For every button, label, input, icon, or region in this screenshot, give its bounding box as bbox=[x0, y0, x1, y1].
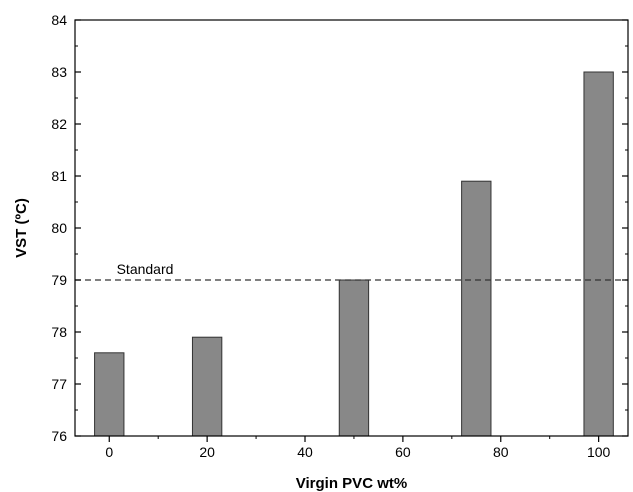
bars bbox=[94, 71, 614, 437]
x-tick-label-0: 0 bbox=[105, 444, 113, 460]
y-tick-label-76: 76 bbox=[51, 428, 67, 444]
y-tick-label-80: 80 bbox=[51, 220, 67, 236]
y-tick-label-78: 78 bbox=[51, 324, 67, 340]
y-tick-label-82: 82 bbox=[51, 116, 67, 132]
y-tick-label-84: 84 bbox=[51, 12, 67, 28]
y-tick-label-81: 81 bbox=[51, 168, 67, 184]
y-tick-label-83: 83 bbox=[51, 64, 67, 80]
x-tick-label-100: 100 bbox=[587, 444, 611, 460]
bar-50 bbox=[338, 279, 370, 437]
y-axis-title: VST (ºC) bbox=[13, 198, 30, 258]
bar-20 bbox=[191, 336, 223, 437]
y-tick-label-79: 79 bbox=[51, 272, 67, 288]
bar-100 bbox=[583, 71, 614, 437]
y-tick-label-77: 77 bbox=[51, 376, 67, 392]
x-tick-label-60: 60 bbox=[395, 444, 411, 460]
x-tick-label-20: 20 bbox=[199, 444, 215, 460]
x-tick-label-40: 40 bbox=[297, 444, 313, 460]
tick-labels: 76 77 78 79 80 81 82 83 84 0 20 40 60 80 100 bbox=[51, 12, 610, 460]
bar-75 bbox=[461, 180, 492, 437]
reference-line-group: Standard bbox=[75, 261, 628, 281]
reference-label: Standard bbox=[117, 261, 174, 277]
bar-0 bbox=[94, 352, 125, 437]
ticks bbox=[75, 19, 628, 442]
x-tick-label-80: 80 bbox=[493, 444, 509, 460]
x-axis-title: Virgin PVC wt% bbox=[296, 475, 407, 492]
